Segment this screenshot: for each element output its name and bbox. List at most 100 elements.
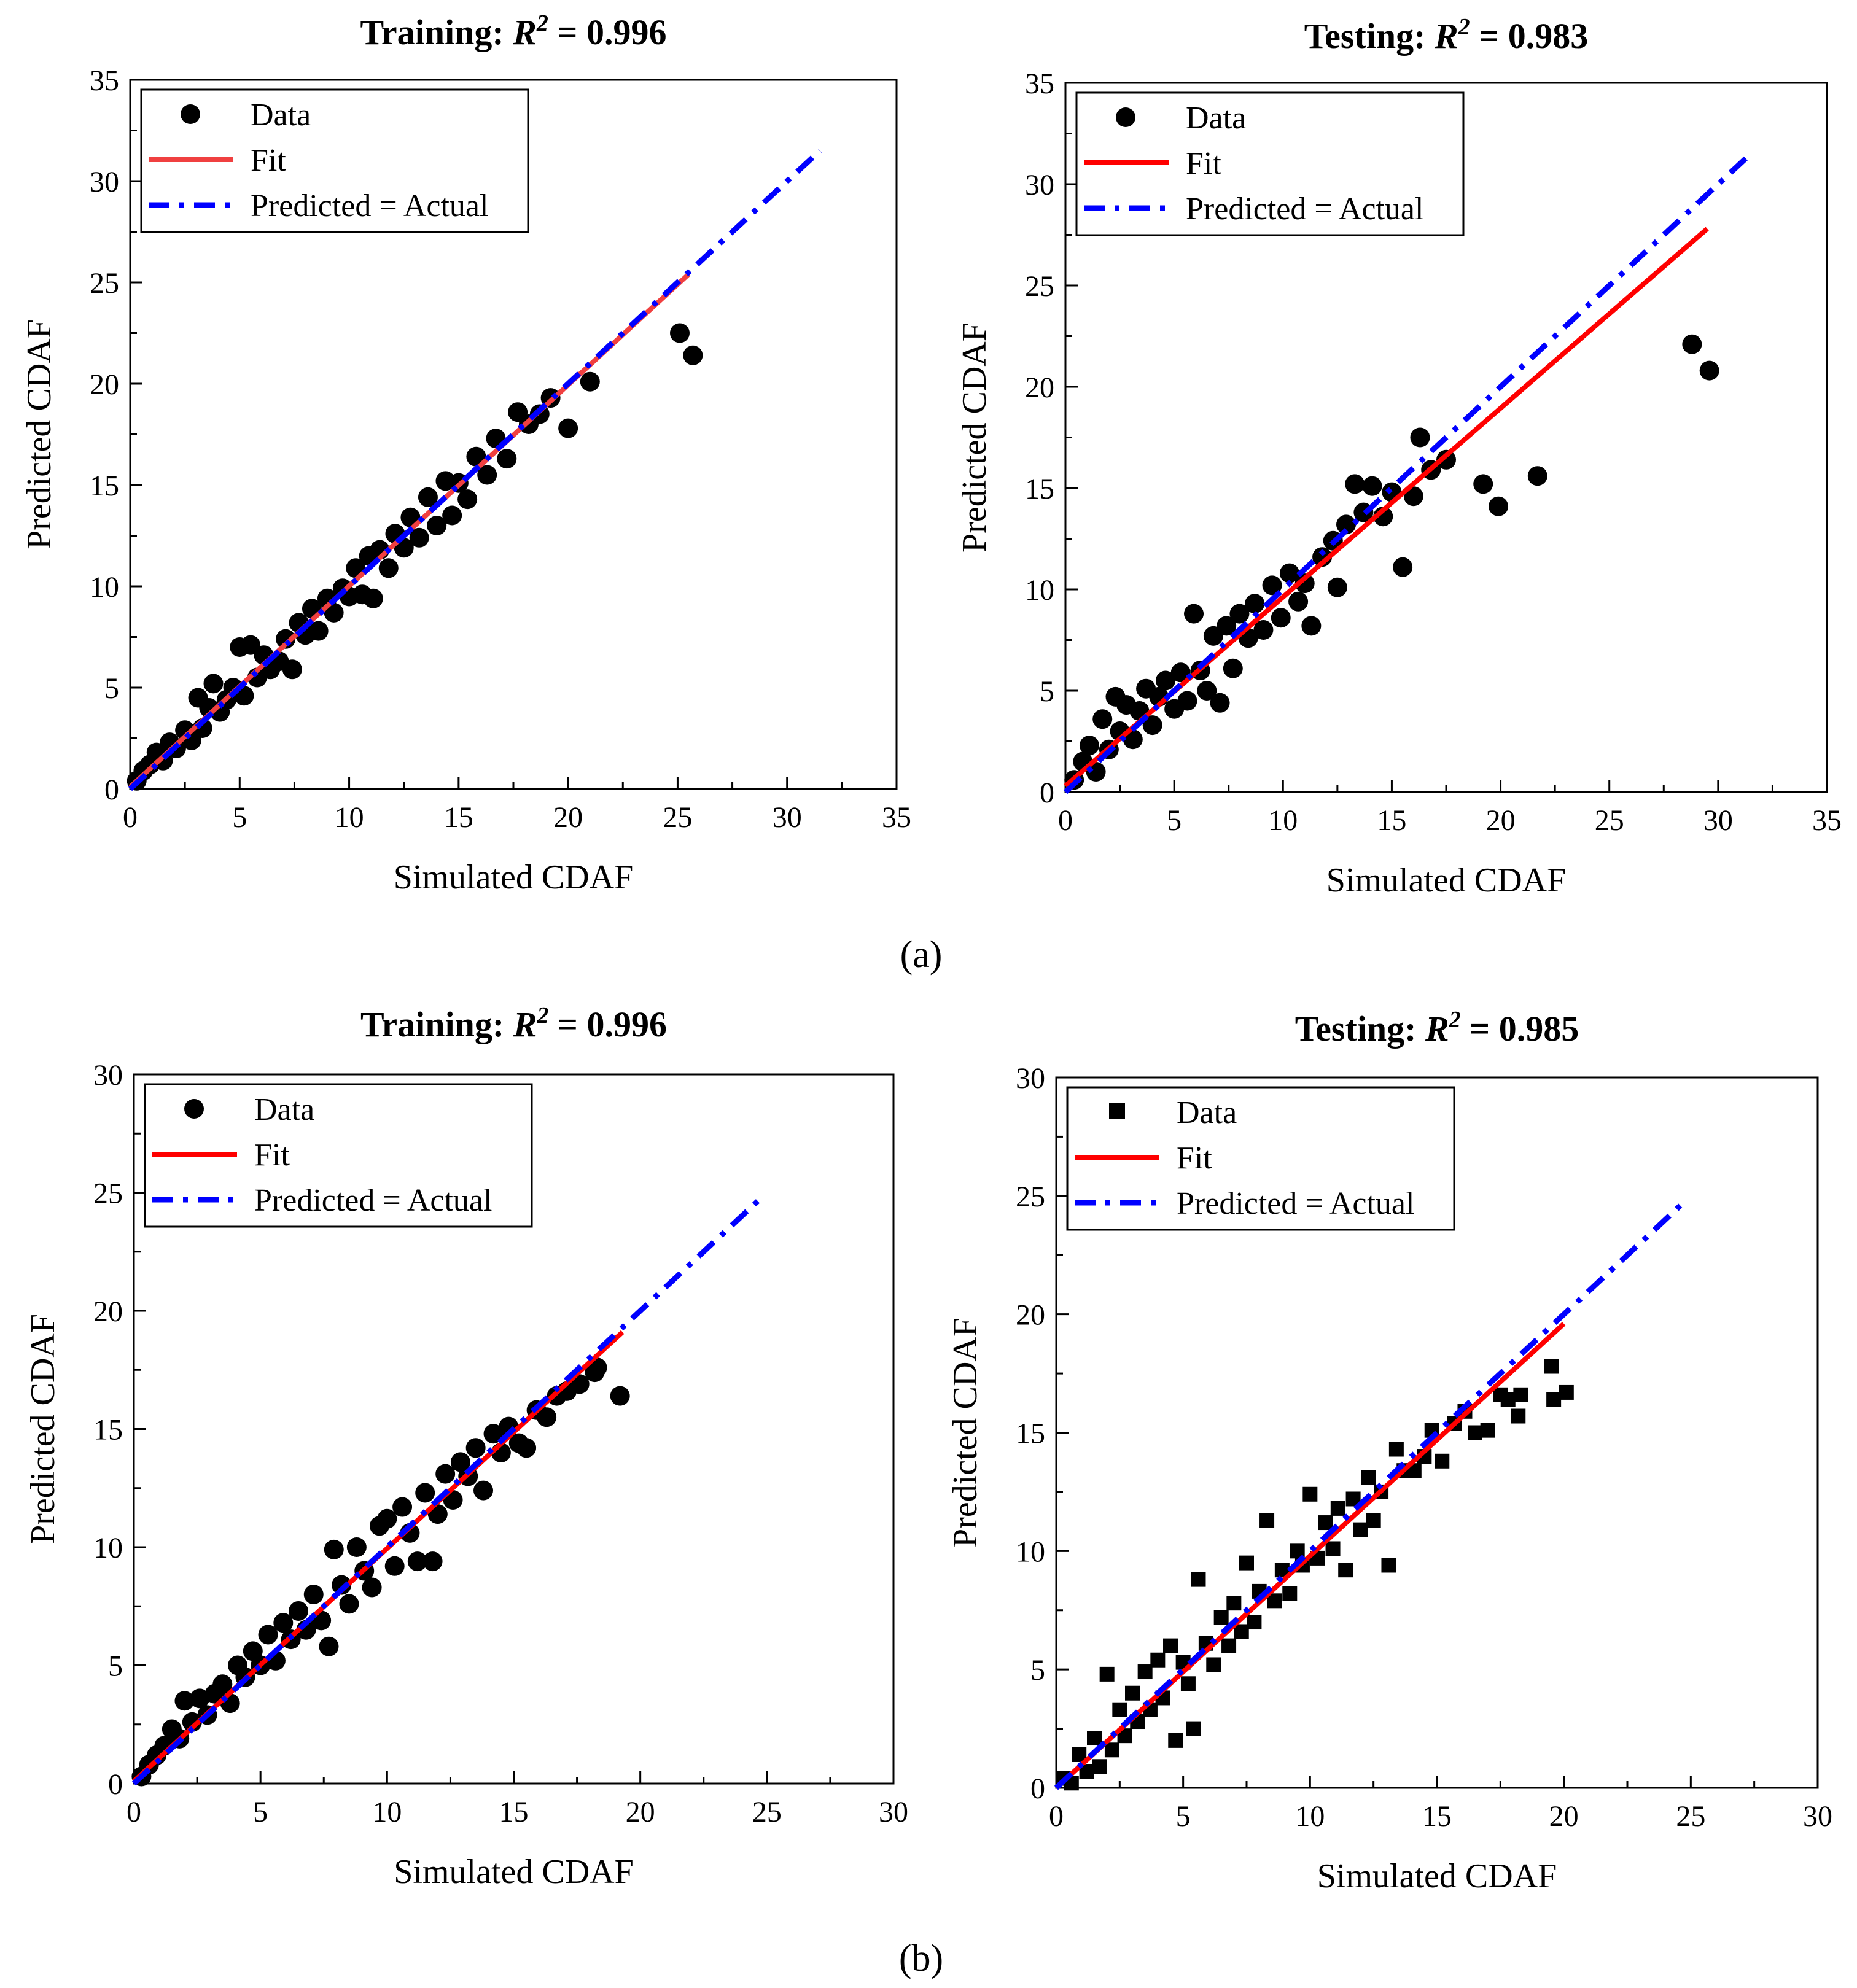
data-point xyxy=(1104,1742,1119,1758)
data-points xyxy=(1064,334,1719,790)
title-superscript: 2 xyxy=(536,1003,548,1028)
y-tick-label: 15 xyxy=(1025,473,1054,505)
data-point xyxy=(427,516,447,535)
y-axis-label: Predicted CDAF xyxy=(946,1318,984,1548)
data-point xyxy=(442,505,462,526)
title-prefix: Testing: xyxy=(1304,16,1435,56)
data-point xyxy=(1489,496,1509,516)
y-tick-label: 5 xyxy=(1040,675,1054,708)
data-point xyxy=(1253,620,1274,640)
x-axis-label: Simulated CDAF xyxy=(1326,861,1566,899)
data-point xyxy=(377,1508,397,1529)
data-point xyxy=(1223,658,1243,678)
y-tick-label: 30 xyxy=(1016,1062,1045,1095)
data-point xyxy=(1221,1638,1237,1653)
x-tick-label: 20 xyxy=(1549,1800,1579,1833)
y-tick-label: 25 xyxy=(1025,270,1054,303)
chart-title: Training: R2 = 0.996 xyxy=(360,10,667,52)
data-point xyxy=(1229,604,1250,624)
x-tick-label: 30 xyxy=(773,801,802,834)
data-point xyxy=(339,1594,359,1614)
data-point xyxy=(1362,476,1382,496)
data-point xyxy=(384,1556,405,1576)
title-r: R xyxy=(512,12,537,52)
title-r: R xyxy=(513,1004,537,1044)
y-tick-label: 5 xyxy=(104,672,119,705)
data-point xyxy=(422,1551,443,1572)
y-tick-label: 25 xyxy=(90,267,119,300)
data-point xyxy=(1170,662,1191,683)
data-point xyxy=(1282,1586,1298,1601)
data-point xyxy=(473,1480,494,1501)
data-point xyxy=(1301,616,1322,636)
data-point xyxy=(1473,474,1493,494)
data-point xyxy=(477,465,497,485)
data-point xyxy=(1163,1638,1178,1653)
x-tick-label: 0 xyxy=(1058,804,1073,837)
y-tick-label: 5 xyxy=(108,1650,123,1683)
data-point xyxy=(1436,449,1456,470)
legend-data-marker xyxy=(184,1099,204,1119)
x-tick-label: 20 xyxy=(626,1796,655,1828)
data-point xyxy=(182,1712,202,1732)
data-point xyxy=(537,1407,557,1427)
legend-label: Data xyxy=(251,98,311,133)
data-point xyxy=(1480,1423,1495,1438)
ideal-line xyxy=(1054,1198,1688,1790)
data-point xyxy=(190,1688,210,1709)
data-point xyxy=(1079,736,1099,756)
y-tick-label: 35 xyxy=(90,64,119,97)
y-tick-label: 10 xyxy=(1025,574,1054,607)
y-tick-label: 0 xyxy=(1030,1773,1045,1805)
x-tick-label: 10 xyxy=(1295,1800,1325,1833)
data-point xyxy=(1330,1501,1345,1516)
data-point xyxy=(1546,1392,1562,1407)
data-point xyxy=(1125,1685,1140,1701)
data-point xyxy=(1403,486,1423,507)
title-prefix: Training: xyxy=(360,1004,513,1044)
data-point xyxy=(435,1464,456,1484)
data-point xyxy=(273,1613,294,1633)
chart-a-testing: Testing: R2 = 0.983 0 5 10 15 20 25 30 35 0 5 10 15 2… xyxy=(956,14,1842,899)
x-tick-label: 20 xyxy=(1486,804,1516,837)
x-tick-label: 25 xyxy=(1595,804,1624,837)
title-r: R xyxy=(1434,16,1458,56)
data-point xyxy=(1513,1387,1528,1402)
y-tick-label: 0 xyxy=(108,1768,123,1801)
data-point xyxy=(212,1674,233,1695)
data-point xyxy=(1217,616,1237,636)
data-point xyxy=(1177,691,1197,711)
data-point xyxy=(1468,1425,1482,1440)
x-tick-label: 5 xyxy=(1176,1800,1191,1833)
data-point xyxy=(1544,1359,1559,1374)
data-point xyxy=(1325,1541,1341,1556)
legend-label: Fit xyxy=(254,1138,290,1173)
data-point xyxy=(1288,591,1309,612)
chart-b-training: Training: R2 = 0.996 0 5 10 15 20 25 30 0 5 10 15 20… xyxy=(24,1003,908,1891)
data-point xyxy=(174,1691,195,1711)
ideal-line xyxy=(128,149,822,791)
x-axis-label: Simulated CDAF xyxy=(394,858,633,896)
x-axis-label: Simulated CDAF xyxy=(394,1853,633,1891)
legend-label: Predicted = Actual xyxy=(251,188,488,223)
data-point xyxy=(1213,1610,1229,1625)
y-tick-label: 15 xyxy=(1016,1418,1045,1450)
y-tick-label: 15 xyxy=(90,470,119,502)
data-point xyxy=(392,1497,413,1517)
data-point xyxy=(203,674,224,694)
x-tick-label: 0 xyxy=(127,1796,141,1828)
data-point xyxy=(1226,1596,1242,1611)
data-point xyxy=(1184,604,1204,624)
data-points xyxy=(1056,1359,1574,1791)
title-prefix: Testing: xyxy=(1295,1009,1425,1049)
data-point xyxy=(497,449,517,469)
legend-label: Data xyxy=(254,1092,314,1127)
x-tick-label: 20 xyxy=(553,801,583,834)
data-point xyxy=(1381,1558,1396,1573)
legend-data-marker xyxy=(1109,1103,1125,1119)
data-point xyxy=(378,558,399,578)
title-r: R xyxy=(1425,1009,1449,1049)
data-point xyxy=(1435,1453,1450,1469)
y-tick-label: 30 xyxy=(1025,169,1054,201)
x-tick-label: 5 xyxy=(1167,804,1182,837)
